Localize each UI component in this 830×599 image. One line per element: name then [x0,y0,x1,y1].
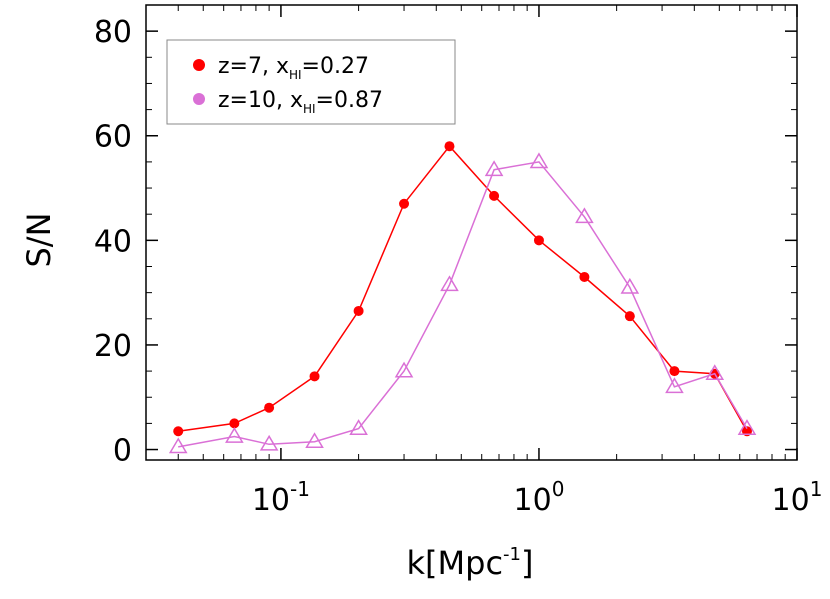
y-axis-title: S/N [20,212,58,267]
series-0-point [669,366,680,377]
plot-area [168,141,757,454]
series-1-point [575,207,594,224]
series-1-point [440,275,459,292]
x-axis-title-close: ] [521,544,533,582]
series-0-point [444,141,455,152]
series-1-point [349,419,368,435]
series-0-point [533,235,544,246]
series-1-point [665,377,684,394]
legend-marker-z7 [193,59,205,71]
x-tick-label: 101 [772,477,823,518]
legend: z=7, xHI=0.27 z=10, xHI=0.87 [166,39,456,125]
series-0-point [399,198,410,209]
series-line-1 [178,161,748,448]
series-1-point [529,152,549,169]
series-1-point [620,277,640,294]
series-0-point [229,418,240,429]
series-0-point [624,311,635,322]
series-0-point [264,402,275,413]
series-0-point [579,271,590,282]
x-tick-label: 10-1 [252,477,310,518]
legend-marker-z10 [193,93,205,105]
series-line-0 [178,145,748,432]
legend-label-z10: z=10, xHI=0.87 [218,88,383,116]
y-tick-label: 80 [94,15,132,50]
series-1-point [394,361,414,378]
x-axis-title-main: k[Mpc [407,544,504,582]
series-0-point [353,305,364,316]
plot-frame [145,4,798,461]
y-tick-label: 60 [94,120,132,155]
series-1-point [305,432,324,449]
x-axis-title: k[Mpc-1] [407,544,534,582]
legend-label-z7: z=7, xHI=0.27 [218,54,369,82]
x-tick-label: 100 [514,477,565,518]
series-1-point [168,437,188,454]
y-tick-label: 0 [113,434,132,469]
series-1-point [705,364,725,381]
legend-box [166,39,456,125]
x-axis-title-exponent: -1 [503,544,521,565]
series-1-point [225,426,244,443]
series-0-point [173,426,184,437]
y-tick-label: 40 [94,224,132,259]
series-0-point [309,371,320,382]
series-1-point [737,419,757,435]
y-tick-label: 20 [94,329,132,364]
series-1-point [259,434,279,451]
axes: 0 20 40 60 80 10-1 100 101 [94,4,823,518]
series-1-point [484,160,504,177]
series-0-point [489,190,500,201]
